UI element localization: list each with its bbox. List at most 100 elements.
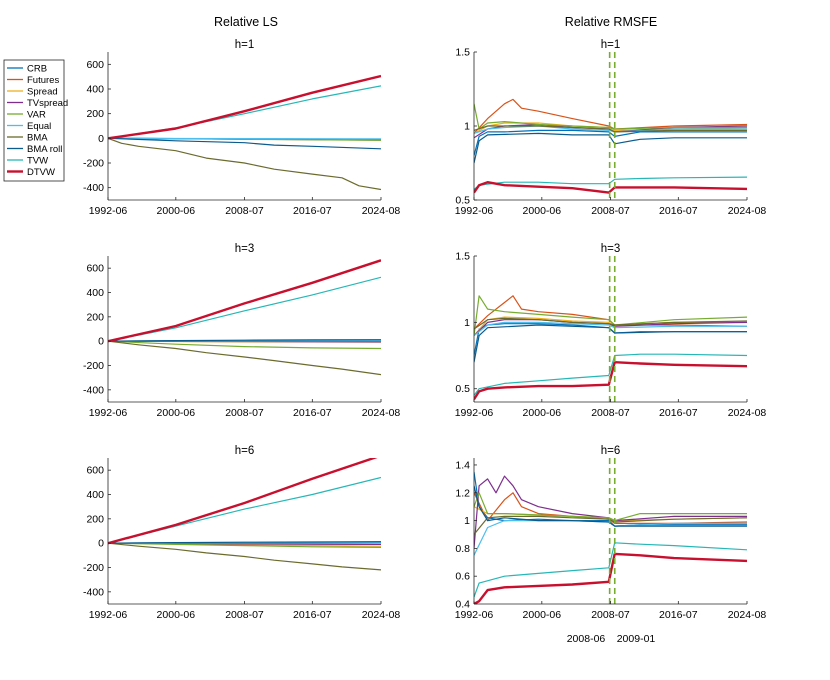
panel-4-series <box>474 295 747 400</box>
panel-5-xtick-label: 2000-06 <box>157 609 196 621</box>
panel-5-line-dtvw <box>108 458 378 545</box>
panel-1-ytick-label: -200 <box>83 158 104 170</box>
panel-1-ytick-label: -400 <box>83 182 104 194</box>
panel-5-line-bma <box>108 542 381 571</box>
panel-1-line-bma-roll <box>108 137 381 150</box>
panel-6-xtick-label: 2000-06 <box>523 609 562 621</box>
panel-6-line-tvw <box>474 542 747 598</box>
panel-6-title: h=6 <box>601 445 621 457</box>
panel-1-ytick-label: 0 <box>98 133 104 145</box>
panel-3-ytick-label: -200 <box>83 360 104 372</box>
panel-6-xtick-label: 1992-06 <box>455 609 494 621</box>
panel-6-ytick-label: 1 <box>464 515 470 527</box>
panel-4-ytick-label: 0.5 <box>455 383 470 395</box>
panel-2-series <box>474 98 747 194</box>
panel-6-line-dtvw <box>474 552 747 604</box>
panel-1-line-bma <box>108 137 381 191</box>
legend-label-var: VAR <box>27 109 46 120</box>
legend-label-spread: Spread <box>27 86 58 97</box>
legend-box <box>3 59 65 182</box>
panel-2-line-crb <box>474 129 747 156</box>
panel-6-series <box>474 471 747 604</box>
panel-5-xtick-label: 1992-06 <box>89 609 128 621</box>
panel-3-series <box>108 259 381 376</box>
panel-4-ytick-label: 1 <box>464 317 470 329</box>
panel-4-title: h=3 <box>601 243 621 255</box>
panel-2-xtick-label: 1992-06 <box>455 205 494 217</box>
panel-3-line-dtvw <box>108 259 381 343</box>
panel-3-xtick-label: 1992-06 <box>89 407 128 419</box>
panel-4-line-tvw <box>474 353 747 396</box>
legend-label-equal: Equal <box>27 121 51 132</box>
panel-1-ytick-label: 600 <box>86 59 104 71</box>
panel-2-line-dtvw <box>474 180 747 194</box>
panel-3-ytick-label: -400 <box>83 384 104 396</box>
panel-3-xtick-label: 2000-06 <box>157 407 196 419</box>
panel-5-ytick-label: -200 <box>83 562 104 574</box>
panel-4-xtick-label: 2000-06 <box>523 407 562 419</box>
panel-1: h=1 -400 -200 0 200 400 600 1992-06 2000-06 2008-… <box>83 39 400 217</box>
panel-1-xtick-label: 2000-06 <box>157 205 196 217</box>
panel-5: h=6 -400 -200 0 200 400 600 1992-06 2000-06 2008-… <box>83 445 400 621</box>
panel-1-xtick-label: 2008-07 <box>225 205 264 217</box>
panel-5-ytick-label: 0 <box>98 538 104 550</box>
panel-1-ytick-label: 200 <box>86 108 104 120</box>
panel-6-line-var <box>474 492 747 522</box>
panel-3-xtick-label: 2024-08 <box>362 407 401 419</box>
panel-1-ytick-label: 400 <box>86 84 104 96</box>
panel-3: h=3 -400 -200 0 200 400 600 1992-06 2000-06 2008-… <box>83 243 400 419</box>
panel-5-ytick-label: 400 <box>86 489 104 501</box>
panel-3-line-var <box>108 340 381 350</box>
panel-5-xtick-label: 2024-08 <box>362 609 401 621</box>
panel-1-xtick-label: 2024-08 <box>362 205 401 217</box>
panel-4-line-var <box>474 295 747 336</box>
panel-4-line-bma <box>474 317 747 330</box>
legend-label-crb: CRB <box>27 63 47 74</box>
panel-6-xtick-label: 2008-07 <box>591 609 630 621</box>
panel-4-xtick-label: 2008-07 <box>591 407 630 419</box>
panel-4-xtick-label: 1992-06 <box>455 407 494 419</box>
legend-label-futures: Futures <box>27 75 59 86</box>
panel-6-xtick-label: 2016-07 <box>659 609 698 621</box>
panel-2-line-bma-roll <box>474 132 747 164</box>
panel-6-line-futures <box>474 492 747 525</box>
panel-2-xtick-label: 2000-06 <box>523 205 562 217</box>
panel-6-line-bma <box>474 515 747 535</box>
panel-3-ytick-label: 400 <box>86 287 104 299</box>
panel-3-title: h=3 <box>235 243 255 255</box>
panel-2-title: h=1 <box>601 39 621 51</box>
panel-6-xtick-label: 2024-08 <box>728 609 767 621</box>
panel-5-xtick-label: 2016-07 <box>293 609 332 621</box>
panel-5-ytick-label: 600 <box>86 465 104 477</box>
panels: h=1 -400 -200 0 200 400 600 1992-06 2000-06 2008-… <box>83 39 766 621</box>
panel-6-ytick-label: 0.6 <box>455 571 470 583</box>
panel-4-ytick-label: 1.5 <box>455 251 470 263</box>
panel-3-line-bma-roll <box>108 339 381 342</box>
legend-label-tvspread: TVspread <box>27 98 68 109</box>
panel-5-series <box>108 458 381 571</box>
panel-4-line-equal <box>474 321 747 337</box>
panel-6-ytick-label: 0.4 <box>455 599 470 611</box>
panel-1-series <box>108 74 381 191</box>
panel-6-ytick-label: 0.8 <box>455 543 470 555</box>
col-title-ls: Relative LS <box>214 15 278 29</box>
panel-1-line-dtvw <box>108 74 381 140</box>
panel-4: h=3 0.5 1 1.5 1992-06 2000-06 2008-07 2016-07 20… <box>455 243 767 419</box>
panel-2-xtick-label: 2008-07 <box>591 205 630 217</box>
panel-5-line-bma-roll <box>108 541 381 544</box>
panel-2-line-var <box>474 103 747 130</box>
panel-1-title: h=1 <box>235 39 255 51</box>
panel-4-xtick-label: 2016-07 <box>659 407 698 419</box>
legend-label-bma-roll: BMA roll <box>27 144 62 155</box>
panel-1-xtick-label: 1992-06 <box>89 205 128 217</box>
panel-4-line-bma-roll <box>474 324 747 363</box>
legend-label-tvw: TVW <box>27 155 48 166</box>
panel-6-line-tvspread <box>474 475 747 549</box>
panel-6-line-bma-roll <box>474 485 747 527</box>
panel-3-xtick-label: 2016-07 <box>293 407 332 419</box>
panel-5-ytick-label: 200 <box>86 513 104 525</box>
panel-2-ytick-label: 1 <box>464 121 470 133</box>
panel-2-line-bma <box>474 125 747 133</box>
col-title-rmsfe: Relative RMSFE <box>565 15 657 29</box>
